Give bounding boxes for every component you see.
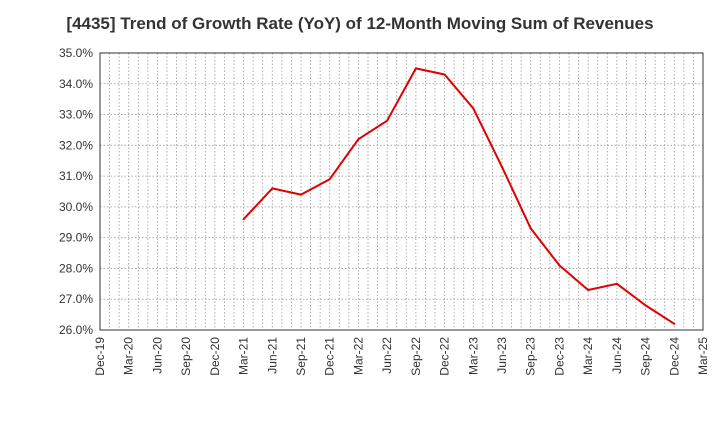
data-point (386, 119, 389, 122)
x-tick-label: Jun-22 (380, 337, 394, 374)
x-tick-label: Dec-19 (93, 337, 107, 376)
y-tick-label: 32.0% (59, 138, 93, 152)
x-tick-label: Dec-22 (438, 337, 452, 376)
grid-lines (100, 53, 703, 330)
data-point (472, 107, 475, 110)
x-tick-label: Dec-20 (208, 337, 222, 376)
data-point (414, 67, 417, 70)
y-tick-label: 34.0% (59, 77, 93, 91)
x-tick-label: Mar-25 (696, 337, 710, 375)
data-point (644, 304, 647, 307)
data-point (328, 178, 331, 181)
y-axis-labels: 26.0% 27.0% 28.0% 29.0% 30.0% 31.0% 32.0% 33.0%… (59, 46, 93, 337)
x-tick-label: Dec-21 (323, 337, 337, 376)
x-tick-label: Mar-23 (466, 337, 480, 375)
y-tick-label: 33.0% (59, 108, 93, 122)
x-tick-label: Mar-20 (122, 337, 136, 375)
data-point (529, 227, 532, 230)
series-layer (242, 67, 676, 325)
x-tick-label: Sep-22 (409, 337, 423, 376)
x-tick-label: Mar-21 (237, 337, 251, 375)
x-tick-label: Mar-22 (351, 337, 365, 375)
data-point (357, 138, 360, 141)
data-point (558, 264, 561, 267)
data-point (271, 187, 274, 190)
x-axis-labels: Dec-19 Mar-20 Jun-20 Sep-20 Dec-20 Mar-21 Jun-… (93, 337, 710, 376)
x-tick-label: Jun-23 (495, 337, 509, 374)
data-point (242, 218, 245, 221)
y-tick-label: 35.0% (59, 46, 93, 60)
data-point (673, 322, 676, 325)
x-tick-label: Dec-23 (552, 337, 566, 376)
x-tick-label: Jun-21 (265, 337, 279, 374)
x-tick-label: Mar-24 (581, 337, 595, 375)
x-tick-label: Sep-24 (639, 337, 653, 376)
x-tick-label: Sep-20 (179, 337, 193, 376)
y-tick-label: 26.0% (59, 323, 93, 337)
data-point (615, 282, 618, 285)
y-tick-label: 31.0% (59, 169, 93, 183)
x-tick-label: Jun-20 (150, 337, 164, 374)
series-line (242, 67, 675, 325)
data-point (443, 73, 446, 76)
x-tick-label: Dec-24 (667, 337, 681, 376)
y-tick-label: 30.0% (59, 200, 93, 214)
x-tick-label: Sep-23 (524, 337, 538, 376)
x-tick-label: Jun-24 (610, 337, 624, 374)
data-point (501, 165, 503, 168)
y-tick-label: 29.0% (59, 231, 93, 245)
y-tick-label: 28.0% (59, 261, 93, 275)
data-point (587, 288, 590, 291)
y-tick-label: 27.0% (59, 292, 93, 306)
plot-frame (99, 52, 704, 331)
data-point (300, 193, 302, 196)
x-tick-label: Sep-21 (294, 337, 308, 376)
chart-title: [4435] Trend of Growth Rate (YoY) of 12-… (66, 14, 654, 33)
